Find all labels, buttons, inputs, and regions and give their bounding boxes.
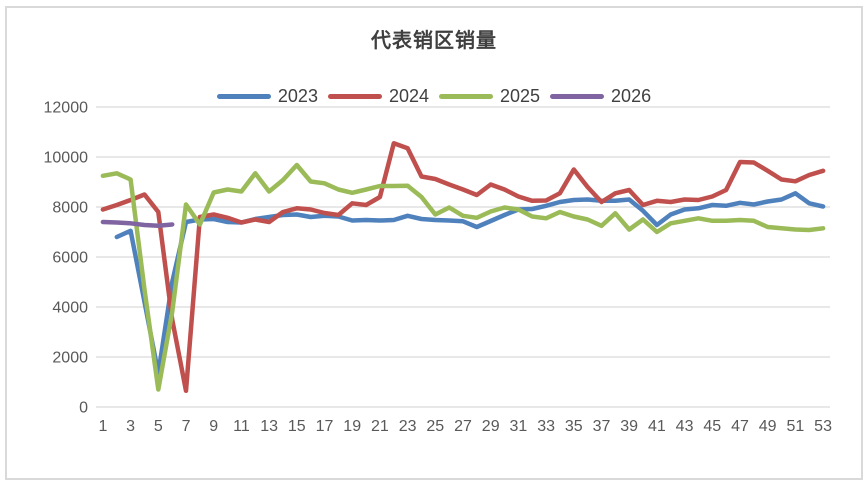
legend-swatch-2023 bbox=[216, 94, 271, 99]
legend-label-2024: 2024 bbox=[388, 86, 429, 106]
y-axis-tick-label: 0 bbox=[79, 400, 88, 417]
x-axis-tick-label: 41 bbox=[648, 418, 666, 435]
x-axis-tick-label: 17 bbox=[316, 418, 334, 435]
x-axis-tick-label: 51 bbox=[786, 418, 804, 435]
series-line-2026 bbox=[100, 219, 175, 229]
x-axis-tick-label: 19 bbox=[343, 418, 361, 435]
y-axis-tick-label: 12000 bbox=[44, 100, 89, 117]
x-axis-tick-label: 23 bbox=[399, 418, 417, 435]
x-axis-tick-label: 33 bbox=[537, 418, 555, 435]
legend-label-2026: 2026 bbox=[611, 86, 652, 106]
x-axis-tick-label: 3 bbox=[126, 418, 135, 435]
x-axis-tick-label: 27 bbox=[454, 418, 472, 435]
legend-label-2023: 2023 bbox=[277, 86, 318, 106]
x-axis-tick-label: 11 bbox=[233, 418, 250, 435]
x-axis-tick-label: 31 bbox=[509, 418, 527, 435]
x-axis-tick-label: 43 bbox=[676, 418, 694, 435]
x-axis-tick-label: 25 bbox=[426, 418, 444, 435]
x-axis-tick-label: 39 bbox=[620, 418, 638, 435]
series-line-2025 bbox=[100, 162, 826, 392]
chart-title: 代表销区销量 bbox=[371, 30, 497, 52]
chart-legend: 2023 2024 2025 2026 bbox=[0, 86, 868, 107]
x-axis-tick-label: 5 bbox=[154, 418, 163, 435]
x-axis-tick-label: 47 bbox=[731, 418, 749, 435]
legend-item-2023: 2023 bbox=[216, 86, 318, 107]
x-axis-tick-label: 9 bbox=[209, 418, 218, 435]
legend-item-2026: 2026 bbox=[550, 86, 651, 107]
legend-label-2025: 2025 bbox=[500, 86, 541, 106]
x-axis-tick-label: 7 bbox=[182, 418, 191, 435]
x-axis-tick-label: 53 bbox=[814, 418, 832, 435]
y-axis-tick-label: 2000 bbox=[52, 350, 88, 367]
x-axis-tick-label: 29 bbox=[482, 418, 500, 435]
y-axis-tick-label: 6000 bbox=[52, 250, 88, 267]
x-axis-tick-label: 13 bbox=[260, 418, 278, 435]
legend-item-2024: 2024 bbox=[327, 86, 429, 107]
x-axis-tick-label: 35 bbox=[565, 418, 583, 435]
x-axis-tick-label: 45 bbox=[703, 418, 721, 435]
y-axis-tick-label: 10000 bbox=[44, 150, 89, 167]
y-axis-tick-label: 4000 bbox=[52, 300, 88, 317]
legend-swatch-2026 bbox=[550, 94, 605, 99]
x-axis-tick-label: 21 bbox=[371, 418, 389, 435]
legend-item-2025: 2025 bbox=[439, 86, 540, 107]
legend-swatch-2024 bbox=[327, 94, 382, 99]
x-axis-tick-label: 15 bbox=[288, 418, 306, 435]
chart-border bbox=[5, 6, 863, 480]
series-line-2024 bbox=[100, 141, 826, 394]
x-axis-tick-label: 1 bbox=[98, 418, 107, 435]
x-axis-tick-label: 37 bbox=[593, 418, 611, 435]
x-axis-tick-label: 49 bbox=[759, 418, 777, 435]
legend-swatch-2025 bbox=[439, 94, 493, 99]
y-axis-tick-label: 8000 bbox=[52, 200, 88, 217]
